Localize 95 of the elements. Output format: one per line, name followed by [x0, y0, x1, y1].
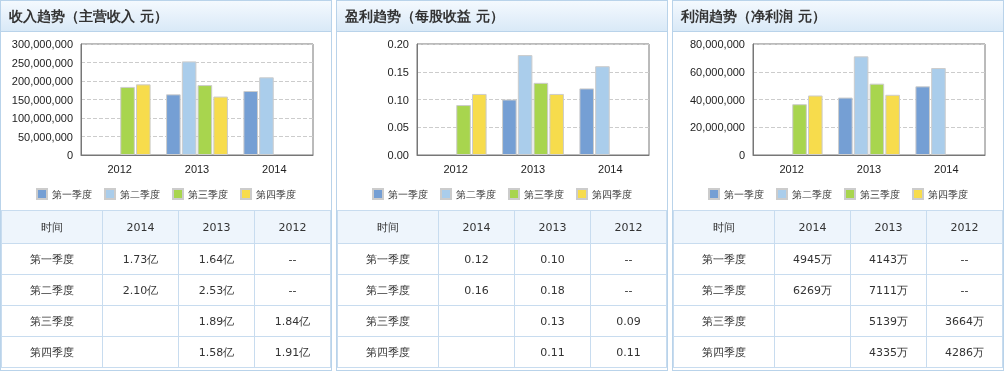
- text: 4143万: [869, 252, 908, 266]
- legend-label: 第四季度: [928, 188, 968, 200]
- y-tick-label: 0.05: [387, 121, 409, 134]
- text: 1.84亿: [274, 314, 311, 328]
- text: 2.10亿: [122, 283, 159, 297]
- y-tick-label: 0: [738, 149, 745, 161]
- category-label: 2014: [102, 210, 179, 244]
- category-label: 2013: [178, 210, 255, 244]
- text: --: [288, 252, 297, 266]
- category-label: 第二季度: [366, 283, 410, 297]
- y-tick-label: 60,000,000: [689, 65, 745, 78]
- x-tick-label: 2014: [934, 162, 959, 175]
- category-label: 第二季度: [30, 283, 74, 297]
- category-label: 第一季度: [702, 252, 746, 266]
- text: 4335万: [869, 345, 908, 359]
- text: 1.58亿: [198, 345, 235, 359]
- text: 0.10: [540, 252, 565, 266]
- legend-label: 第三季度: [188, 188, 228, 200]
- text: 4286万: [945, 345, 984, 359]
- category-label: 第二季度: [702, 283, 746, 297]
- text: 1.89亿: [198, 314, 235, 328]
- category-label: 2012: [254, 210, 331, 244]
- text: 0.11: [540, 345, 565, 359]
- legend-label: 第二季度: [792, 188, 832, 200]
- category-label: 2014: [774, 210, 851, 244]
- legend-label: 第一季度: [388, 188, 428, 200]
- category-label: 第一季度: [30, 252, 74, 266]
- text: 时间: [1, 210, 103, 244]
- text: 0.09: [616, 314, 641, 328]
- legend-label: 第三季度: [860, 188, 900, 200]
- text: 2.53亿: [198, 283, 235, 297]
- chart-title: 盈利趋势（每股收益 元）: [337, 1, 667, 32]
- y-tick-label: 40,000,000: [689, 93, 745, 106]
- text: 3664万: [945, 314, 984, 328]
- x-tick-label: 2012: [443, 162, 468, 175]
- legend-label: 第一季度: [724, 188, 764, 200]
- text: 7111万: [869, 283, 908, 297]
- text: 时间: [337, 210, 439, 244]
- text: 1.73亿: [122, 252, 159, 266]
- text: 5139万: [869, 314, 908, 328]
- x-tick-label: 2012: [779, 162, 804, 175]
- category-label: 第三季度: [30, 314, 74, 328]
- category-label: 2012: [926, 210, 1003, 244]
- text: 1.91亿: [274, 345, 311, 359]
- x-tick-label: 2013: [184, 162, 210, 175]
- category-label: 2012: [590, 210, 667, 244]
- chart-title: 利润趋势（净利润 元）: [673, 1, 1003, 32]
- text: 0.13: [540, 314, 565, 328]
- category-label: 2013: [850, 210, 927, 244]
- category-label: 2013: [514, 210, 591, 244]
- legend-label: 第四季度: [592, 188, 632, 200]
- category-label: 第一季度: [366, 252, 410, 266]
- legend-label: 第四季度: [256, 188, 296, 200]
- category-label: 第四季度: [366, 345, 410, 359]
- text: 0.11: [616, 345, 641, 359]
- y-tick-label: 300,000,000: [11, 38, 73, 50]
- y-tick-label: 0.15: [387, 65, 409, 78]
- category-label: 第三季度: [702, 314, 746, 328]
- text: --: [960, 252, 969, 266]
- y-tick-label: 20,000,000: [689, 121, 745, 134]
- text: 4945万: [793, 252, 832, 266]
- legend-label: 第一季度: [52, 188, 92, 200]
- y-tick-label: 250,000,000: [11, 56, 73, 69]
- chart-title: 收入趋势（主营收入 元）: [1, 1, 331, 32]
- text: 0.18: [540, 283, 565, 297]
- y-tick-label: 200,000,000: [11, 75, 73, 87]
- y-tick-label: 50,000,000: [17, 130, 73, 143]
- y-tick-label: 80,000,000: [689, 38, 745, 50]
- legend-label: 第二季度: [456, 188, 496, 200]
- text: 6269万: [793, 283, 832, 297]
- legend-label: 第三季度: [524, 188, 564, 200]
- x-tick-label: 2012: [107, 162, 132, 175]
- y-tick-label: 100,000,000: [11, 112, 73, 124]
- text: --: [624, 252, 633, 266]
- text: --: [960, 283, 969, 297]
- x-tick-label: 2013: [856, 162, 882, 175]
- category-label: 2014: [438, 210, 515, 244]
- text: 0.12: [464, 252, 489, 266]
- category-label: 第三季度: [366, 314, 410, 328]
- category-label: 第四季度: [30, 345, 74, 359]
- y-tick-label: 0.00: [387, 149, 409, 161]
- x-tick-label: 2014: [262, 162, 287, 175]
- text: 0.16: [464, 283, 489, 297]
- text: 1.64亿: [198, 252, 235, 266]
- legend-label: 第二季度: [120, 188, 160, 200]
- text: 时间: [673, 210, 775, 244]
- y-tick-label: 0.20: [387, 38, 409, 50]
- text: --: [288, 283, 297, 297]
- y-tick-label: 0: [66, 149, 73, 161]
- y-tick-label: 0.10: [387, 93, 409, 106]
- y-tick-label: 150,000,000: [11, 93, 73, 106]
- x-tick-label: 2014: [598, 162, 623, 175]
- text: --: [624, 283, 633, 297]
- category-label: 第四季度: [702, 345, 746, 359]
- x-tick-label: 2013: [520, 162, 546, 175]
